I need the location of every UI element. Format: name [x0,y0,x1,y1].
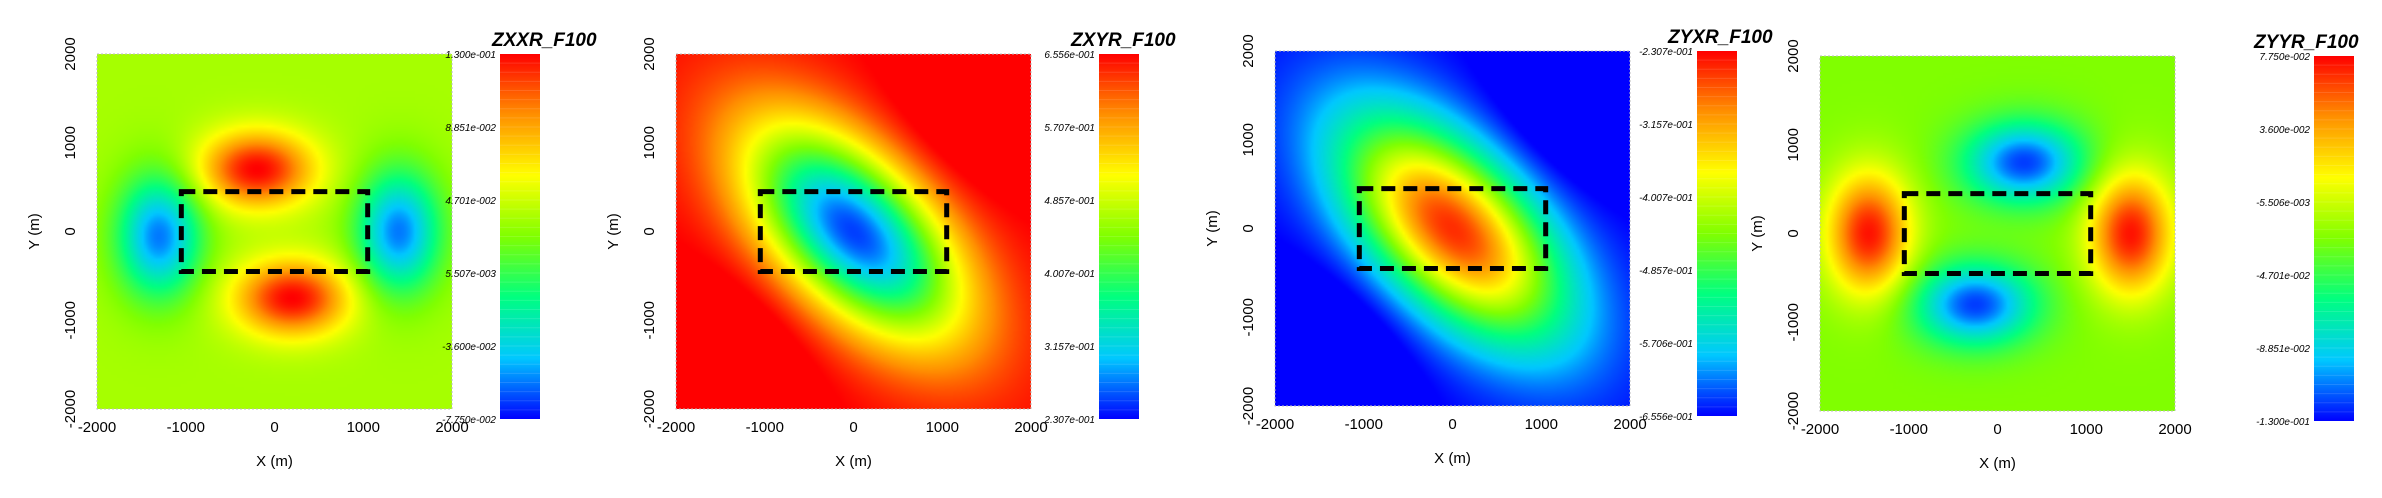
colorbar-label: -3.157e-001 [1639,120,1693,131]
colorbar-label: -1.300e-001 [2256,417,2310,428]
y-tick-label: 1000 [62,126,79,159]
x-tick-label: 1000 [2070,421,2103,438]
colorbar-label: -3.600e-002 [442,342,496,353]
y-axis-label: Y (m) [605,213,622,249]
heatmap-image [676,54,1031,409]
colorbar-label: 7.750e-002 [2259,52,2310,63]
colorbar-label: -4.007e-001 [1639,193,1693,204]
colorbar-label: 5.707e-001 [1044,123,1095,134]
chart-title: ZYYR_F100 [2253,32,2359,53]
x-tick-label: -1000 [1345,416,1383,433]
colorbar-label: -5.706e-001 [1639,339,1693,350]
chart-title: ZXXR_F100 [491,30,597,51]
chart-title: ZYXR_F100 [1667,27,1773,48]
x-tick-label: 1000 [926,419,959,436]
plot-frame [1819,55,2176,412]
colorbar [1099,54,1139,419]
x-tick-label: 0 [270,419,278,436]
panel-4: -2000 -1000 0 1000 2000 -2000 -1000 0 1000 2000 X … [1749,32,2359,472]
x-tick-label: -2000 [1256,416,1294,433]
x-tick-label: -2000 [78,419,116,436]
colorbar-label: 3.600e-002 [2259,125,2310,136]
y-tick-label: -2000 [1240,387,1257,425]
x-tick-label: 0 [849,419,857,436]
y-tick-label: 0 [1240,224,1257,232]
y-tick-label: 2000 [641,37,658,70]
anomaly-box [1356,186,1549,271]
x-tick-label: 0 [1448,416,1456,433]
heatmap-image [97,54,452,409]
y-tick-label: 0 [641,227,658,235]
y-tick-label: 1000 [641,126,658,159]
heatmap-image [1820,56,2175,411]
plot-frame [675,53,1032,410]
heatmap-image [1275,51,1630,406]
colorbar-label: 2.307e-001 [1043,415,1095,426]
colorbar-label: 4.701e-002 [445,196,496,207]
y-axis-label: Y (m) [1749,215,1766,251]
colorbar-label: -7.750e-002 [442,415,496,426]
y-tick-label: 1000 [1785,128,1802,161]
colorbar [500,54,540,419]
x-tick-label: -1000 [746,419,784,436]
x-axis-label: X (m) [835,453,872,470]
panel-2: -2000 -1000 0 1000 2000 -2000 -1000 0 1000 2000 X … [605,30,1176,470]
colorbar-label: 1.300e-001 [445,50,496,61]
x-axis-label: X (m) [256,453,293,470]
y-tick-label: -2000 [62,390,79,428]
y-tick-label: 2000 [1240,34,1257,67]
x-tick-label: -1000 [167,419,205,436]
colorbar-label: -6.556e-001 [1639,412,1693,423]
colorbar-label: -8.851e-002 [2256,344,2310,355]
y-tick-label: -1000 [62,301,79,339]
y-tick-label: 0 [62,227,79,235]
x-tick-label: 2000 [2158,421,2191,438]
colorbar [1697,51,1737,416]
x-tick-label: 0 [1993,421,2001,438]
x-tick-label: -2000 [657,419,695,436]
anomaly-box [178,189,371,274]
anomaly-box [757,189,950,274]
anomaly-box [1901,191,2094,276]
plot-frame [1274,50,1631,407]
y-tick-label: -1000 [1785,303,1802,341]
x-tick-label: 1000 [1525,416,1558,433]
x-tick-label: 2000 [1613,416,1646,433]
y-tick-label: -1000 [1240,298,1257,336]
colorbar-label: -2.307e-001 [1639,47,1693,58]
x-tick-label: 1000 [347,419,380,436]
colorbar-label: 4.857e-001 [1044,196,1095,207]
x-tick-label: 2000 [435,419,468,436]
y-axis-label: Y (m) [26,213,43,249]
colorbar-label: 5.507e-003 [445,269,496,280]
x-tick-label: -1000 [1890,421,1928,438]
colorbar-label: 8.851e-002 [445,123,496,134]
x-axis-label: X (m) [1434,450,1471,467]
y-axis-label: Y (m) [1204,210,1221,246]
colorbar-label: -5.506e-003 [2256,198,2310,209]
colorbar-label: -4.857e-001 [1639,266,1693,277]
colorbar-label: -4.701e-002 [2256,271,2310,282]
y-tick-label: -1000 [641,301,658,339]
colorbar [2314,56,2354,421]
y-tick-label: 2000 [1785,39,1802,72]
y-tick-label: 0 [1785,229,1802,237]
x-tick-label: 2000 [1014,419,1047,436]
chart-title: ZXYR_F100 [1070,30,1176,51]
y-tick-label: 2000 [62,37,79,70]
panel-1: -2000 -1000 0 1000 2000 -2000 -1000 0 1000 2000 X … [26,30,597,470]
x-axis-label: X (m) [1979,455,2016,472]
panel-3: -2000 -1000 0 1000 2000 -2000 -1000 0 1000 2000 X … [1204,27,1773,467]
x-tick-label: -2000 [1801,421,1839,438]
y-tick-label: 1000 [1240,123,1257,156]
colorbar-label: 3.157e-001 [1044,342,1095,353]
colorbar-label: 4.007e-001 [1044,269,1095,280]
y-tick-label: -2000 [1785,392,1802,430]
plot-frame [96,53,453,410]
colorbar-label: 6.556e-001 [1044,50,1095,61]
y-tick-label: -2000 [641,390,658,428]
